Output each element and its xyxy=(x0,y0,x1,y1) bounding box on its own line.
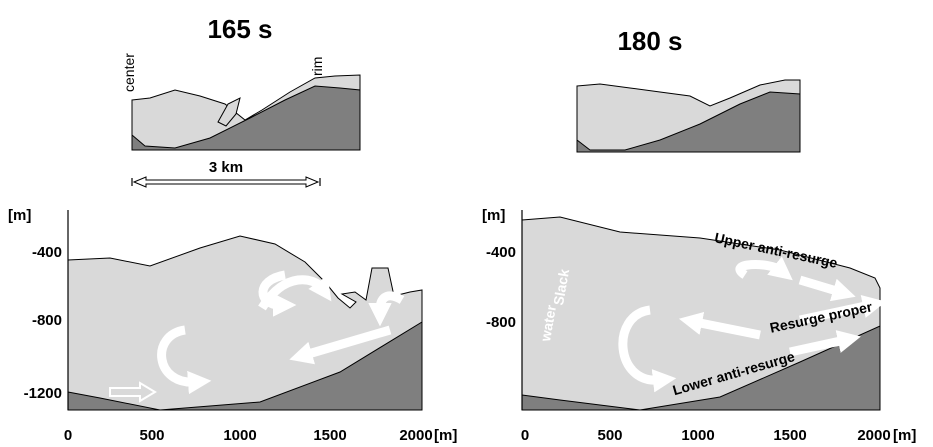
x-tick-label: 0 xyxy=(64,427,72,444)
small-section-180 xyxy=(576,79,801,153)
label-center: center xyxy=(121,53,137,92)
section-165 xyxy=(67,235,423,411)
y-tick-label: -800 xyxy=(486,314,516,331)
x-tick-label: 1500 xyxy=(313,427,346,444)
y-unit: [m] xyxy=(482,207,505,224)
annotation: water xyxy=(537,303,559,343)
y-tick-label: -800 xyxy=(32,312,62,329)
scale-arrow xyxy=(131,176,321,188)
x-tick-label: 500 xyxy=(597,427,622,444)
scale-label: 3 km xyxy=(209,159,243,176)
panel-title: 180 s xyxy=(617,26,682,56)
x-tick-label: 2000 xyxy=(857,427,890,444)
y-unit: [m] xyxy=(8,207,31,224)
x-unit: [m] xyxy=(434,427,457,444)
x-tick-label: 1000 xyxy=(223,427,256,444)
y-tick-label: -400 xyxy=(32,244,62,261)
ground xyxy=(521,325,881,411)
x-tick-label: 1000 xyxy=(681,427,714,444)
annotation: Slack xyxy=(550,268,572,307)
y-tick-label: -1200 xyxy=(24,385,62,402)
x-tick-label: 0 xyxy=(521,427,529,444)
x-unit: [m] xyxy=(893,427,916,444)
x-tick-label: 500 xyxy=(139,427,164,444)
panel-title: 165 s xyxy=(207,14,272,44)
ground xyxy=(576,91,801,153)
y-tick-label: -400 xyxy=(486,244,516,261)
small-section-165 xyxy=(131,74,361,151)
x-tick-label: 1500 xyxy=(773,427,806,444)
x-tick-label: 2000 xyxy=(399,427,432,444)
label-rim: rim xyxy=(309,57,325,76)
ground xyxy=(67,321,423,411)
water xyxy=(67,235,423,411)
section-180 xyxy=(521,216,887,411)
wave-crest xyxy=(217,97,241,127)
ground xyxy=(131,85,361,151)
